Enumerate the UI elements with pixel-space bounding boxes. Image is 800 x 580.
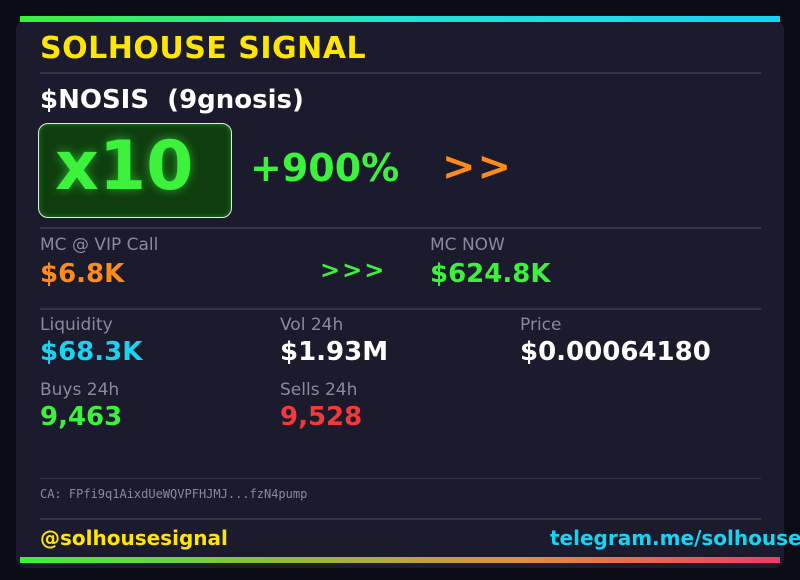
divider bbox=[40, 227, 761, 229]
liquidity-label: Liquidity bbox=[40, 315, 113, 335]
mc-now-value: $624.8K bbox=[430, 259, 551, 289]
contract-address: CA: FPfi9q1AixdUeWQVPFHJMJ...fzN4pump bbox=[40, 487, 308, 501]
mc-call-value: $6.8K bbox=[40, 259, 125, 289]
mc-now-label: MC NOW bbox=[430, 235, 505, 255]
multiplier-value: x10 bbox=[55, 127, 194, 206]
mc-arrows: >>> bbox=[320, 256, 387, 284]
telegram-link: telegram.me/solhouse bbox=[550, 526, 800, 550]
volume-label: Vol 24h bbox=[280, 315, 344, 335]
divider bbox=[40, 478, 761, 479]
gain-arrows: >> bbox=[442, 144, 514, 190]
percent-gain: +900% bbox=[250, 146, 400, 190]
divider bbox=[40, 308, 761, 310]
buys-value: 9,463 bbox=[40, 402, 123, 432]
multiplier-box bbox=[38, 123, 232, 218]
sells-label: Sells 24h bbox=[280, 380, 358, 400]
price-value: $0.00064180 bbox=[520, 337, 711, 367]
divider bbox=[40, 518, 761, 520]
volume-value: $1.93M bbox=[280, 337, 389, 367]
price-label: Price bbox=[520, 315, 562, 335]
mc-call-label: MC @ VIP Call bbox=[40, 235, 159, 255]
signal-card bbox=[16, 20, 784, 568]
buys-label: Buys 24h bbox=[40, 380, 120, 400]
bottom-gradient-bar bbox=[20, 557, 780, 563]
sells-value: 9,528 bbox=[280, 402, 363, 432]
top-gradient-bar bbox=[20, 16, 780, 22]
token-title: $NOSIS (9gnosis) bbox=[40, 85, 304, 115]
brand-title: SOLHOUSE SIGNAL bbox=[40, 31, 367, 66]
divider bbox=[40, 72, 761, 74]
social-handle: @solhousesignal bbox=[40, 526, 228, 550]
liquidity-value: $68.3K bbox=[40, 337, 143, 367]
